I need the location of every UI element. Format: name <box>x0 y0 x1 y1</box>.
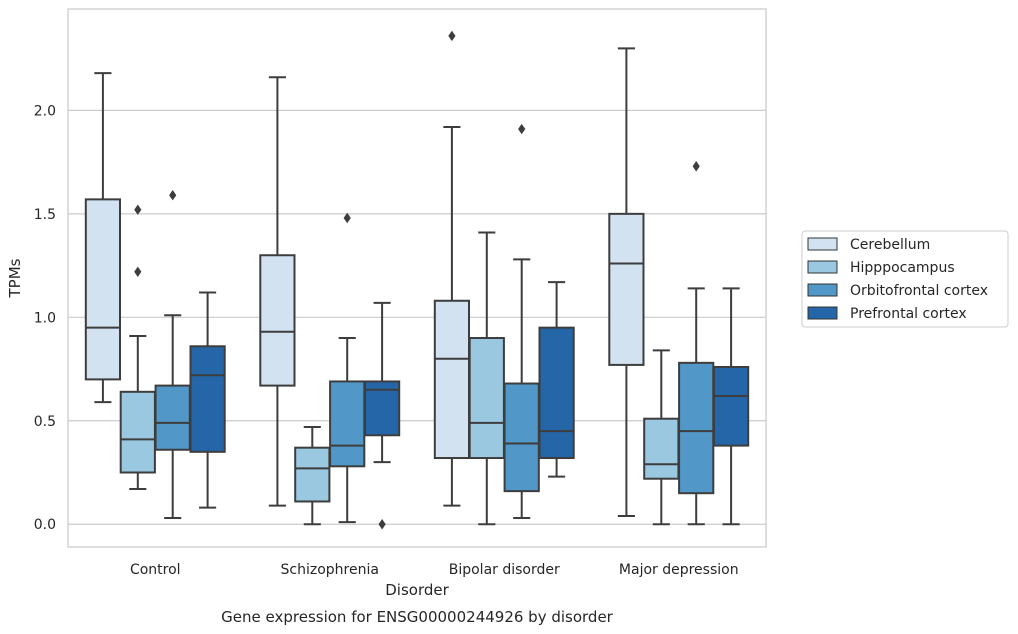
box-element <box>538 281 575 478</box>
box-element <box>363 301 401 530</box>
box-element <box>189 291 226 509</box>
x-tick-labels: Control Schizophrenia Bipolar disorder Majo… <box>130 562 739 578</box>
box-element <box>503 123 540 520</box>
chart-caption: Gene expression for ENSG00000244926 by d… <box>221 608 614 626</box>
y-tick-label: 1.0 <box>34 310 56 326</box>
box-iqr <box>329 380 366 468</box>
y-tick-label: 2.0 <box>34 103 56 119</box>
outlier-point <box>134 266 142 277</box>
legend-swatch-orbitofrontal <box>807 283 838 297</box>
x-tick-label: Schizophrenia <box>281 562 379 578</box>
outlier-point <box>169 190 177 201</box>
legend-frame <box>801 230 1009 328</box>
box-iqr <box>712 365 750 447</box>
box-iqr <box>503 382 540 493</box>
x-tick-label: Major depression <box>619 562 739 578</box>
box-iqr <box>608 212 645 366</box>
outlier-point <box>343 212 351 224</box>
box-iqr <box>189 345 226 453</box>
box-element <box>712 287 750 526</box>
legend-swatch-prefrontal <box>807 306 838 320</box>
box-element <box>468 231 505 526</box>
outlier-point <box>518 123 526 135</box>
legend-label-cerebellum: Cerebellum <box>850 237 930 253</box>
box-iqr <box>433 299 471 460</box>
box-element <box>84 72 122 404</box>
legend-label-hippocampus: Hipppocampus <box>850 260 955 276</box>
y-tick-label: 1.5 <box>34 207 56 223</box>
x-tick-label: Control <box>130 562 181 578</box>
box-element <box>259 76 296 507</box>
y-tick-label: 0.5 <box>34 414 56 430</box>
box-element <box>608 47 645 517</box>
box-iqr <box>154 384 191 451</box>
box-iqr <box>294 446 331 503</box>
outlier-point <box>692 161 700 172</box>
box-element <box>119 204 156 491</box>
outlier-point <box>448 30 456 42</box>
y-axis-label: TPMs <box>6 258 24 298</box>
box-iqr <box>678 361 715 495</box>
legend-swatch-hippocampus <box>807 260 838 274</box>
box-iqr <box>119 390 156 474</box>
box-element <box>433 30 471 507</box>
legend-swatch-cerebellum <box>807 237 838 251</box>
x-tick-label: Bipolar disorder <box>449 562 560 578</box>
box-element <box>294 425 331 526</box>
box-iqr <box>538 326 575 460</box>
box-element <box>329 212 366 524</box>
box-iqr <box>468 337 505 460</box>
y-tick-label: 0.0 <box>34 517 56 533</box>
box-element <box>678 161 715 526</box>
outlier-point <box>378 519 386 530</box>
box-iqr <box>259 254 296 387</box>
legend-label-orbitofrontal: Orbitofrontal cortex <box>850 283 988 299</box>
box-iqr <box>643 417 680 480</box>
plot-boxes <box>84 30 750 530</box>
plot-area-frame <box>67 8 767 548</box>
outlier-point <box>134 204 142 215</box>
x-axis-label: Disorder <box>385 581 449 599</box>
box-iqr <box>84 198 122 381</box>
legend: Cerebellum Hipppocampus Orbitofrontal co… <box>801 230 1009 328</box>
legend-label-prefrontal: Prefrontal cortex <box>850 306 967 322</box>
box-element <box>154 190 191 520</box>
y-tick-labels: 0.0 0.5 1.0 1.5 2.0 <box>34 103 56 533</box>
